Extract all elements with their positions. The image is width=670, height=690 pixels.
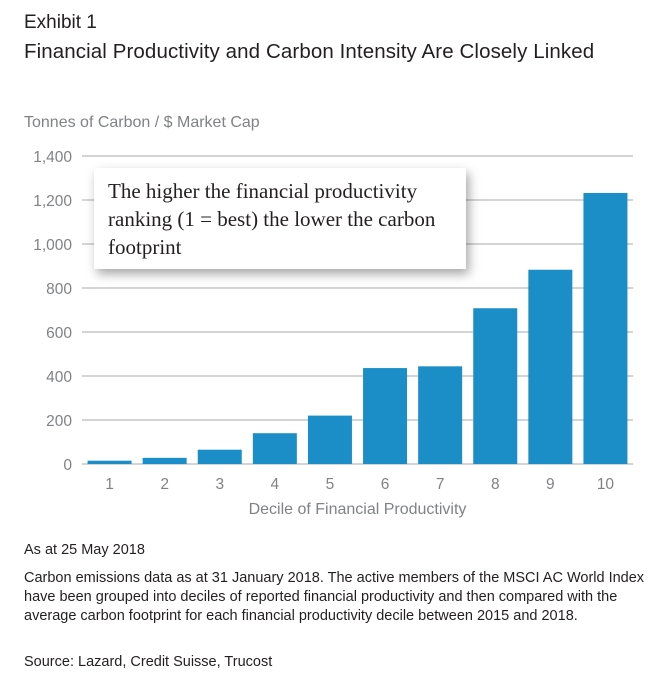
bar (142, 457, 187, 464)
bar (473, 308, 518, 464)
x-tick-label: 1 (105, 476, 114, 493)
y-tick-label: 400 (46, 369, 72, 386)
chart-title: Financial Productivity and Carbon Intens… (24, 40, 595, 63)
bar (197, 449, 242, 464)
exhibit-label: Exhibit 1 (24, 12, 97, 33)
y-tick-label: 1,400 (33, 149, 72, 166)
as-at-date: As at 25 May 2018 (24, 542, 145, 558)
bar (307, 415, 352, 464)
bar (418, 366, 463, 464)
x-tick-label: 4 (271, 476, 280, 493)
x-tick-label: 5 (326, 476, 335, 493)
y-tick-label: 200 (46, 413, 72, 430)
y-tick-label: 1,000 (33, 237, 72, 254)
callout-box: The higher the financial productivity ra… (94, 168, 466, 269)
bar (363, 368, 408, 464)
x-tick-label: 8 (491, 476, 500, 493)
source-note: Source: Lazard, Credit Suisse, Trucost (24, 654, 273, 670)
y-tick-label: 1,200 (33, 193, 72, 210)
y-tick-label: 0 (63, 457, 72, 474)
bar-chart: 0 200 400 600 800 1,000 1,200 1,400 1 2 3 4 5 6 7 8 9 10 D… (33, 149, 633, 518)
y-tick-label: 600 (46, 325, 72, 342)
bar (87, 460, 132, 464)
x-tick-label: 7 (436, 476, 445, 493)
x-tick-label: 10 (597, 476, 615, 493)
x-tick-label: 2 (160, 476, 169, 493)
bar (528, 269, 573, 464)
footnote-text: Carbon emissions data as at 31 January 2… (24, 570, 645, 624)
bar (252, 433, 297, 464)
x-tick-label: 6 (381, 476, 390, 493)
x-tick-label: 3 (215, 476, 224, 493)
bar (583, 192, 628, 464)
y-axis-label: Tonnes of Carbon / $ Market Cap (24, 114, 260, 131)
y-tick-label: 800 (46, 281, 72, 298)
x-tick-label: 9 (546, 476, 555, 493)
x-axis-title: Decile of Financial Productivity (249, 501, 467, 518)
